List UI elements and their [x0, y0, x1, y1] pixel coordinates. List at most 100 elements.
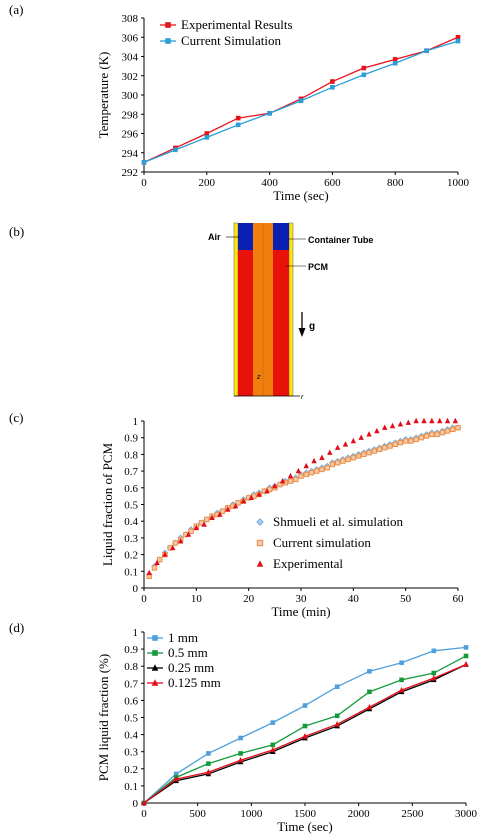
y-tick-label: 308	[122, 13, 139, 25]
data-point	[397, 421, 404, 427]
data-point	[366, 703, 373, 710]
data-point	[293, 476, 299, 483]
data-point	[173, 147, 178, 153]
data-point	[162, 551, 168, 557]
data-point	[141, 160, 147, 165]
legend: Shmueli et al. simulation Current simulat…	[256, 514, 403, 571]
legend-marker	[256, 518, 264, 526]
legend-marker	[152, 650, 158, 656]
data-point	[429, 431, 435, 438]
data-point	[238, 735, 243, 741]
data-point	[392, 441, 398, 448]
r-label: r	[301, 394, 304, 401]
data-point	[418, 435, 425, 441]
data-point	[170, 544, 176, 551]
air-label: Air	[208, 232, 221, 242]
data-point	[235, 500, 241, 506]
data-point	[398, 686, 405, 693]
y-tick-label: 0.2	[124, 764, 138, 776]
data-point	[424, 48, 429, 54]
data-point	[188, 528, 194, 534]
data-point	[151, 565, 158, 571]
data-point	[287, 472, 294, 479]
legend-label: Experimental Results	[181, 17, 293, 32]
x-tick-label: 0	[141, 177, 147, 189]
data-point	[382, 424, 388, 430]
data-point	[205, 768, 212, 775]
data-point	[389, 422, 396, 429]
data-point	[217, 511, 223, 517]
x-tick-label: 1000	[240, 808, 263, 820]
gravity-arrowhead-icon	[298, 328, 306, 337]
data-point	[264, 487, 270, 494]
y-tick-label: 0.2	[124, 550, 138, 562]
data-point	[392, 57, 398, 62]
panel-label-d: (d)	[9, 620, 25, 635]
data-point	[219, 508, 226, 514]
data-point	[154, 559, 160, 566]
data-point	[334, 460, 341, 466]
x-tick-label: 400	[261, 177, 278, 189]
x-tick-label: 2000	[348, 808, 371, 820]
data-point	[235, 122, 241, 128]
data-point	[324, 465, 330, 471]
legend: 1 mm0.5 mm0.25 mm0.125 mm	[147, 630, 221, 690]
data-point	[444, 417, 451, 424]
data-point	[452, 417, 459, 424]
data-point	[413, 417, 419, 424]
data-point	[206, 761, 211, 766]
data-point	[387, 443, 393, 449]
y-tick-label: 294	[122, 148, 139, 160]
data-point	[256, 491, 262, 497]
data-point	[206, 751, 211, 756]
data-point	[355, 453, 362, 459]
data-point	[298, 473, 304, 479]
legend-label: 0.25 mm	[168, 660, 214, 675]
data-point	[455, 424, 461, 431]
data-point	[334, 684, 340, 690]
x-tick-label: 20	[243, 593, 255, 605]
data-point	[201, 521, 207, 527]
y-tick-label: 0.3	[124, 747, 138, 759]
y-tick-label: 0.7	[124, 466, 138, 478]
data-point	[405, 419, 411, 425]
left-wall	[233, 222, 239, 397]
data-point	[371, 448, 377, 454]
data-point	[399, 660, 404, 666]
x-tick-label: 600	[324, 177, 341, 189]
series-current-simulation	[146, 424, 461, 580]
data-point	[235, 115, 241, 121]
left-air-region	[238, 223, 253, 250]
x-tick-label: 40	[348, 593, 360, 605]
data-point	[240, 497, 247, 504]
data-point	[302, 723, 308, 729]
y-tick-label: 304	[122, 52, 139, 64]
panel-label-c: (c)	[9, 410, 24, 425]
data-point	[455, 34, 461, 40]
data-point	[463, 661, 469, 667]
y-axis-title: PCM liquid fraction (%)	[96, 654, 111, 781]
y-tick-label: 0.6	[124, 695, 138, 707]
data-point	[302, 703, 308, 708]
right-air-region	[273, 223, 289, 250]
data-point	[146, 569, 152, 576]
y-tick-label: 300	[122, 90, 139, 102]
pcm-label: PCM	[308, 262, 328, 272]
series-1-mm	[141, 645, 469, 806]
x-tick-label: 0	[141, 593, 147, 605]
legend-marker	[165, 38, 171, 44]
y-tick-label: 292	[122, 167, 139, 179]
x-tick-label: 2500	[401, 808, 424, 820]
x-tick-label: 3000	[455, 808, 478, 820]
data-point	[209, 514, 215, 521]
data-point	[350, 437, 357, 444]
x-tick-label: 500	[189, 808, 206, 820]
legend-label: Experimental	[273, 556, 343, 571]
y-axis-title: Temperature (K)	[96, 52, 111, 139]
data-point	[434, 431, 440, 438]
left-pcm-region	[238, 250, 253, 396]
legend-marker	[151, 679, 159, 686]
series-current-simulation	[141, 38, 461, 165]
data-point	[382, 445, 388, 451]
x-tick-label: 800	[387, 177, 404, 189]
